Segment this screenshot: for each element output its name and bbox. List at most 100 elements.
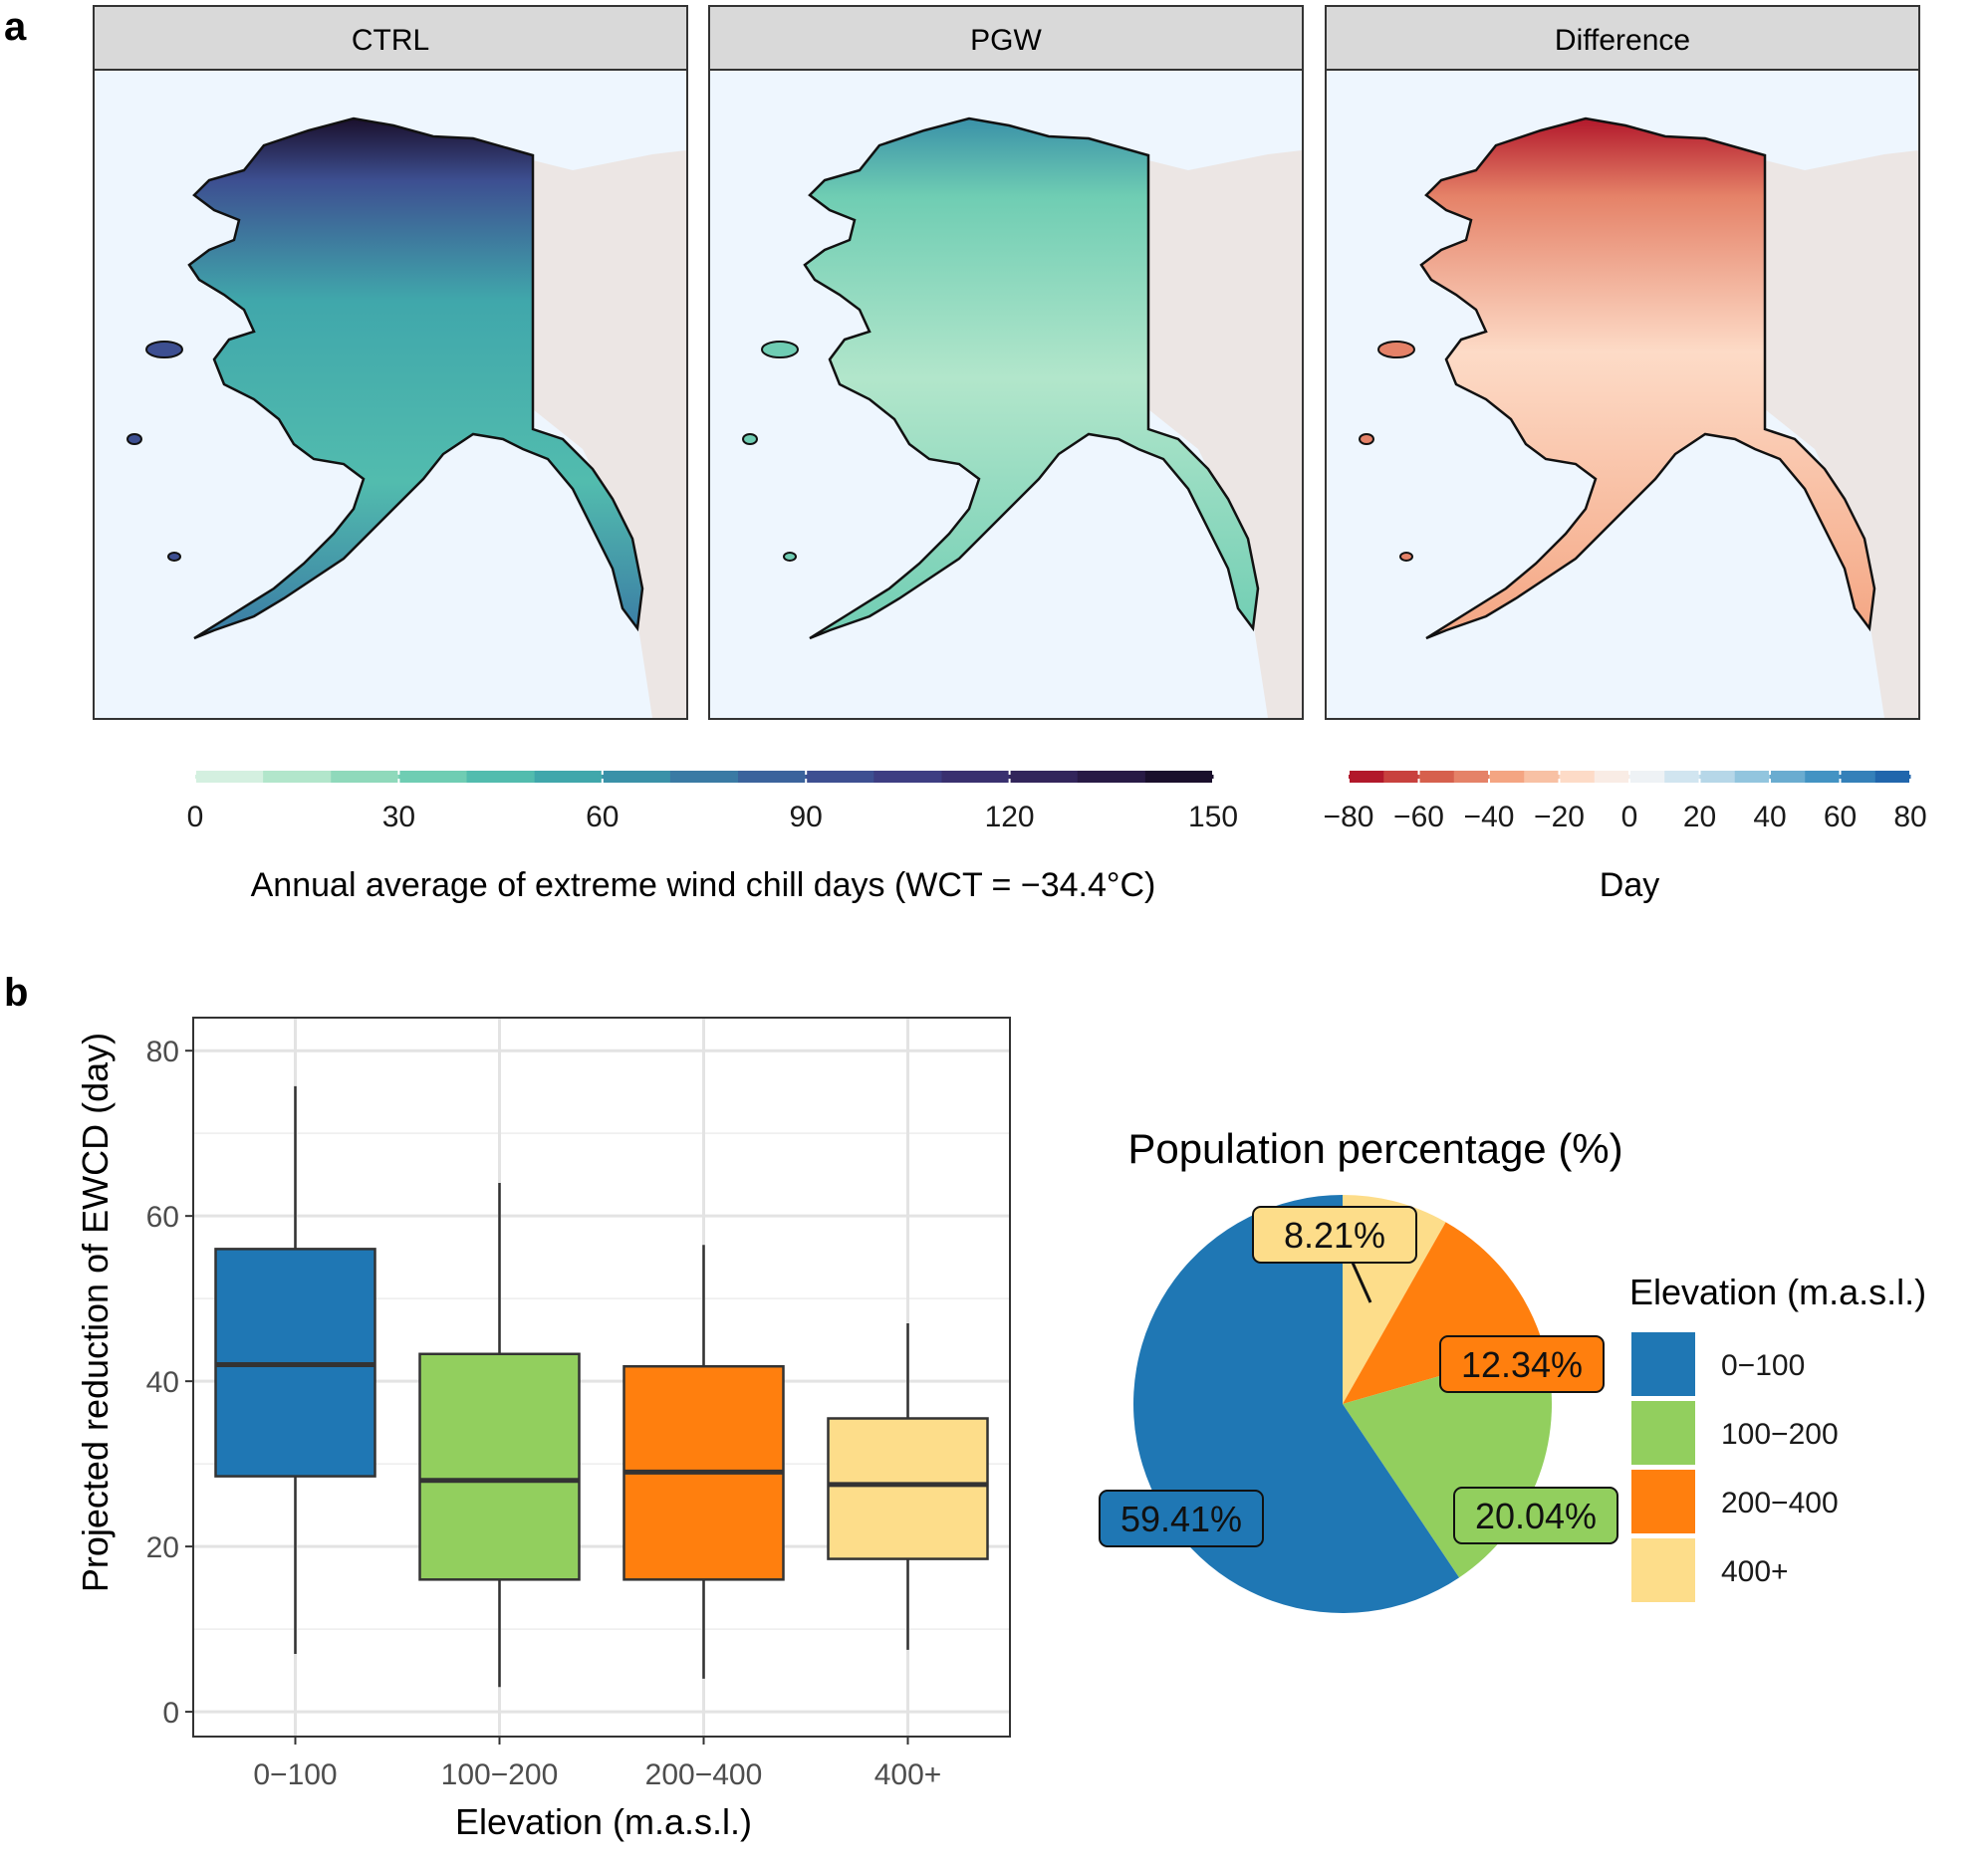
colorbar-step: [1629, 771, 1665, 783]
colorbar-step: [1699, 771, 1736, 783]
boxplot-xlabel: Elevation (m.a.s.l.): [455, 1801, 752, 1842]
colorbar-main: 0 30 60 90 120 150: [187, 771, 1238, 833]
boxplot-ylabel: Projected reduction of EWCD (day): [75, 1033, 116, 1592]
y-tick-label: 60: [146, 1201, 179, 1234]
y-tick-label: 0: [162, 1697, 179, 1730]
colorbar-step: [1453, 771, 1490, 783]
box: [418, 1352, 581, 1581]
facet-title-difference: Difference: [1555, 24, 1690, 57]
pie-label: 20.04%: [1475, 1496, 1597, 1536]
map-frame: [93, 69, 688, 720]
canada-land: [1148, 150, 1302, 718]
colorbar-difference: −80 −60 −40 −20 0 20 40 60 80: [1324, 771, 1927, 833]
legend-label: 200−400: [1721, 1487, 1839, 1519]
pie-chart: 8.21% 12.34% 20.04% 59.41%: [1099, 1195, 1618, 1613]
y-tick-label: 20: [146, 1531, 179, 1564]
colorbar-step: [1418, 771, 1455, 783]
island: [742, 433, 758, 445]
island: [167, 552, 181, 562]
alaska-map: [187, 117, 644, 640]
island: [126, 433, 142, 445]
legend-title: Elevation (m.a.s.l.): [1629, 1272, 1926, 1312]
canada-land: [1765, 150, 1918, 718]
colorbar-step: [1383, 771, 1419, 783]
colorbar-step: [738, 771, 807, 783]
label-leader: [1351, 1262, 1372, 1303]
y-tick-label: 80: [146, 1036, 179, 1068]
pie-label: 59.41%: [1120, 1499, 1242, 1539]
colorbar-tick-label: 30: [382, 801, 415, 833]
colorbar-tick-label: −60: [1393, 801, 1444, 833]
colorbar-step: [602, 771, 671, 783]
colorbar-step: [669, 771, 739, 783]
colorbar-difference-title: Day: [1600, 866, 1659, 904]
pie-label: 12.34%: [1461, 1344, 1583, 1385]
colorbar-tick-label: 120: [985, 801, 1035, 833]
colorbar-tick-label: −40: [1464, 801, 1515, 833]
facet-difference: Difference: [1325, 5, 1920, 720]
colorbar-main-title: Annual average of extreme wind chill day…: [251, 866, 1156, 904]
colorbar-step: [1734, 771, 1771, 783]
colorbar-tick-label: 60: [1824, 801, 1857, 833]
colorbar-tick-label: −80: [1324, 801, 1374, 833]
colorbar-step: [1770, 771, 1806, 783]
colorbar-step: [1144, 771, 1214, 783]
island: [783, 552, 797, 562]
colorbar-tick-label: 60: [586, 801, 619, 833]
colorbar-step: [1874, 771, 1911, 783]
map-frame: [708, 69, 1304, 720]
pie-label: 8.21%: [1284, 1215, 1385, 1256]
colorbar-tick-label: 80: [1893, 801, 1926, 833]
colorbar-step: [1840, 771, 1876, 783]
legend-swatch: [1631, 1401, 1695, 1465]
alaska-map: [803, 117, 1260, 640]
pie-label-box: [1099, 1490, 1264, 1547]
colorbar-step: [806, 771, 874, 783]
colorbar-tick-label: 0: [187, 801, 204, 833]
legend-swatch: [1631, 1332, 1695, 1396]
colorbar-step: [1349, 771, 1384, 783]
pie-label-box: [1252, 1206, 1417, 1264]
colorbar-step: [1805, 771, 1841, 783]
colorbar-step: [873, 771, 942, 783]
legend-label: 400+: [1721, 1555, 1789, 1588]
colorbar-tick-label: 150: [1188, 801, 1238, 833]
facet-title-ctrl: CTRL: [352, 24, 429, 57]
colorbar-step: [534, 771, 604, 783]
colorbar-step: [1594, 771, 1630, 783]
colorbar-tick-label: 0: [1621, 801, 1638, 833]
boxplot: 0 20 40 60 80 0−100 100−200 200−400 400+: [146, 1017, 1011, 1791]
canada-land: [533, 150, 686, 718]
colorbar-step: [1559, 771, 1596, 783]
colorbar-step: [941, 771, 1011, 783]
facet-strip: [1325, 5, 1920, 71]
x-tick-label: 200−400: [645, 1758, 763, 1791]
x-tick-label: 0−100: [253, 1758, 337, 1791]
colorbar-tick-label: 90: [790, 801, 823, 833]
island: [761, 341, 799, 358]
facet-ctrl: CTRL: [93, 5, 688, 720]
pie-title: Population percentage (%): [1127, 1125, 1622, 1172]
colorbar-step: [1077, 771, 1146, 783]
legend-label: 0−100: [1721, 1349, 1805, 1382]
alaska-map: [1419, 117, 1876, 640]
colorbar-step: [263, 771, 332, 783]
island: [1359, 433, 1374, 445]
panel-a-label: a: [4, 5, 27, 49]
legend-label: 100−200: [1721, 1418, 1839, 1451]
facet-strip: [93, 5, 688, 71]
pie-label-box: [1453, 1487, 1618, 1544]
legend-swatch: [1631, 1538, 1695, 1602]
facet-strip: [708, 5, 1304, 71]
box: [827, 1417, 989, 1560]
x-tick-label: 100−200: [441, 1758, 559, 1791]
colorbar-step: [1664, 771, 1700, 783]
y-tick-label: 40: [146, 1366, 179, 1399]
colorbar-tick-label: −20: [1534, 801, 1585, 833]
island: [1399, 552, 1413, 562]
pie-label-box: [1439, 1335, 1605, 1393]
colorbar-tick-label: 40: [1753, 801, 1786, 833]
colorbar-step: [331, 771, 399, 783]
colorbar-tick-label: 20: [1683, 801, 1716, 833]
